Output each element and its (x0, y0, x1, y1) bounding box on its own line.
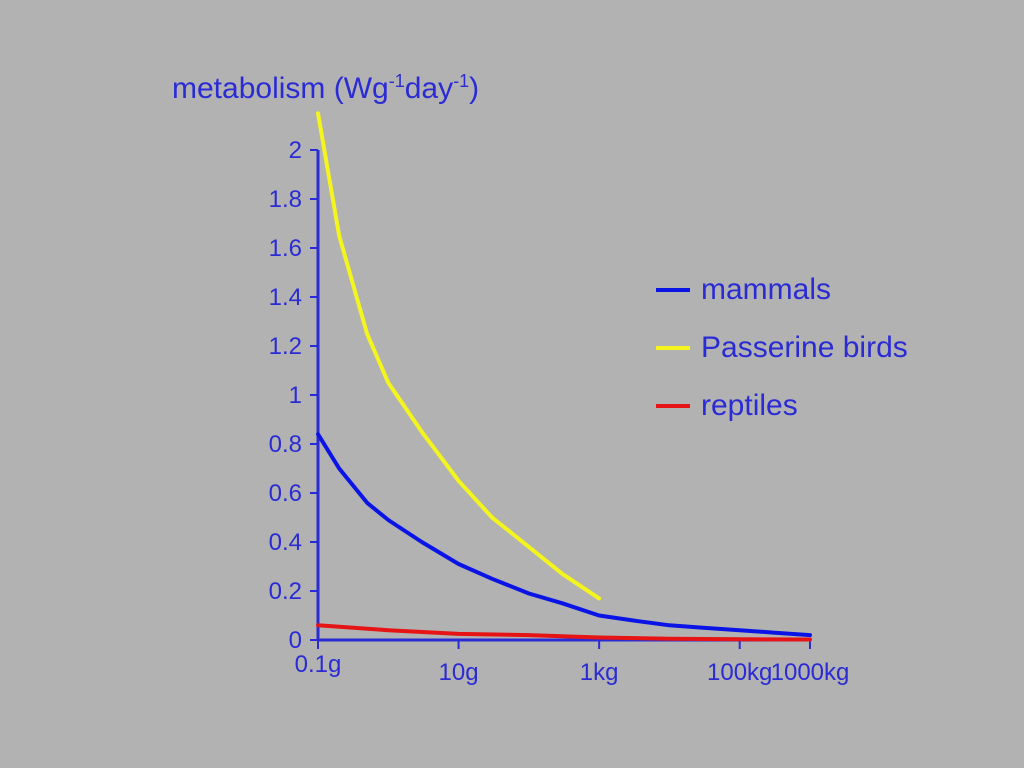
series-line-mammals (316, 432, 812, 638)
y-tick-label: 0.4 (269, 529, 302, 556)
chart-title-main: metabolism (Wg (172, 72, 389, 105)
y-tick-label: 1.8 (269, 186, 302, 213)
x-tick-label: 0.1g (295, 651, 342, 678)
y-tick-label: 0 (289, 627, 302, 654)
y-tick-label: 1.4 (269, 284, 302, 311)
legend: mammals Passerine birds reptiles (656, 273, 908, 422)
chart-title-superscript-1: -1 (389, 71, 405, 91)
series-line-passerine-birds (316, 111, 602, 601)
y-tick-label: 0.6 (269, 480, 302, 507)
y-tick-label: 0.8 (269, 431, 302, 458)
x-tick-label: 1kg (580, 659, 619, 686)
y-axis-ticks: 0 0.2 0.4 0.6 0.8 1 1.2 1.4 1.6 1.8 2 (269, 137, 318, 654)
chart-title-superscript-2: -1 (453, 71, 469, 91)
y-tick-label: 2 (289, 137, 302, 164)
chart-title-end: ) (469, 72, 479, 105)
x-tick-label: 10g (439, 659, 479, 686)
chart-title-middle: day (405, 72, 453, 105)
legend-label: Passerine birds (701, 331, 908, 364)
y-tick-label: 1.6 (269, 235, 302, 262)
series-lines (316, 111, 812, 642)
y-tick-label: 1 (289, 382, 302, 409)
series-line-reptiles (316, 623, 812, 642)
x-tick-label: 1000kg (771, 659, 850, 686)
legend-label: mammals (701, 273, 831, 306)
x-tick-label: 100kg (707, 659, 772, 686)
y-tick-label: 1.2 (269, 333, 302, 360)
chart-title: metabolism (Wg-1day-1) (172, 71, 479, 105)
legend-label: reptiles (701, 389, 798, 422)
y-tick-label: 0.2 (269, 578, 302, 605)
